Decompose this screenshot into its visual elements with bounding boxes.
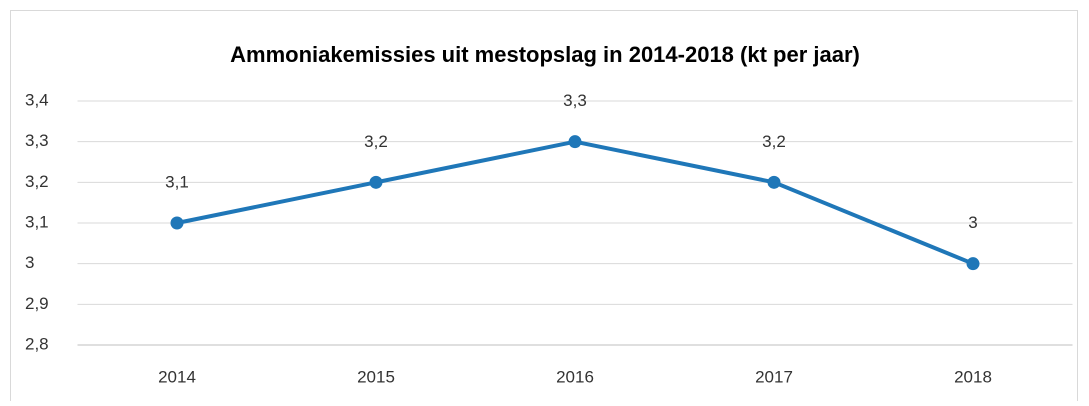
y-tick-label: 3,2	[25, 172, 49, 191]
point	[369, 175, 383, 189]
chart-title: Ammoniakemissies uit mestopslag in 2014-…	[230, 42, 860, 67]
data-label: 3,3	[563, 91, 587, 110]
point	[170, 216, 184, 230]
x-tick-label: 2016	[556, 367, 594, 386]
y-tick-label: 2,9	[25, 294, 49, 313]
chart-border	[10, 10, 1078, 406]
x-tick-label: 2015	[357, 367, 395, 386]
data-label: 3,2	[762, 132, 786, 151]
y-tick-label: 3,4	[25, 90, 49, 109]
y-tick-label: 2,8	[25, 334, 49, 353]
point	[767, 175, 781, 189]
y-tick-label: 3,1	[25, 212, 49, 231]
data-label: 3,2	[364, 132, 388, 151]
x-tick-label: 2014	[158, 367, 196, 386]
data-label: 3	[968, 213, 977, 232]
point	[568, 135, 582, 149]
line	[176, 139, 974, 266]
point	[966, 257, 980, 271]
data-label: 3,1	[165, 172, 189, 191]
y-tick-label: 3,3	[25, 131, 49, 150]
y-tick-label: 3	[25, 253, 34, 272]
x-tick-label: 2018	[954, 367, 992, 386]
x-tick-label: 2017	[755, 367, 793, 386]
